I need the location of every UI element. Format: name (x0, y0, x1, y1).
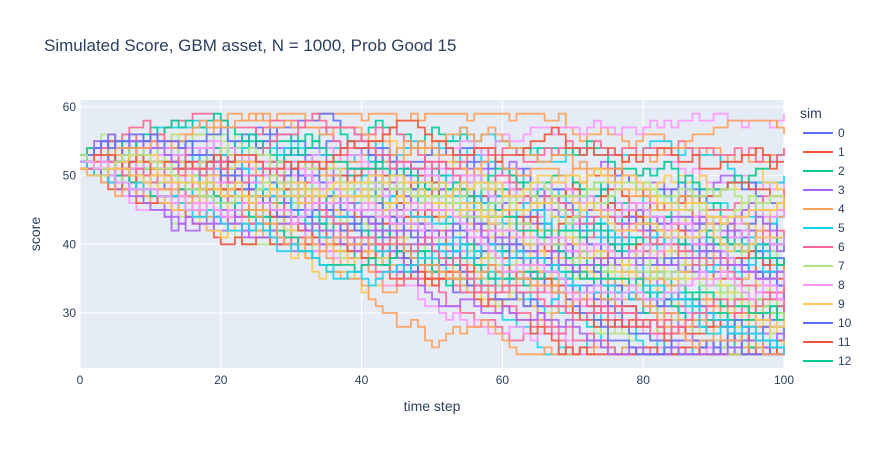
legend-label[interactable]: 0 (838, 126, 845, 140)
x-tick-label: 100 (774, 373, 794, 387)
chart-title: Simulated Score, GBM asset, N = 1000, Pr… (44, 36, 456, 55)
legend-label[interactable]: 4 (838, 202, 845, 216)
series-group (80, 112, 785, 356)
legend-label[interactable]: 5 (838, 221, 845, 235)
series-line (80, 160, 785, 335)
x-axis-title: time step (404, 398, 461, 414)
y-axis-ticks: 30 40 50 60 (63, 100, 77, 320)
y-axis-title: score (27, 217, 43, 251)
legend-label[interactable]: 9 (838, 297, 845, 311)
y-tick-label: 30 (63, 306, 77, 320)
series-line (80, 154, 784, 204)
y-tick-label: 40 (63, 237, 77, 251)
legend-title: sim (800, 105, 822, 121)
x-tick-label: 20 (214, 373, 228, 387)
x-tick-label: 40 (355, 373, 369, 387)
y-tick-label: 60 (63, 100, 77, 114)
legend-label[interactable]: 10 (838, 316, 852, 330)
legend-label[interactable]: 8 (838, 278, 845, 292)
series-line (80, 160, 784, 301)
legend-label[interactable]: 7 (838, 259, 845, 273)
x-tick-label: 60 (496, 373, 510, 387)
series-line (80, 167, 785, 225)
series-line (80, 112, 785, 301)
legend-label[interactable]: 2 (838, 164, 845, 178)
x-axis-ticks: 0 20 40 60 80 100 (77, 373, 795, 387)
series-line (80, 160, 784, 280)
legend-label[interactable]: 11 (838, 335, 851, 349)
legend-label[interactable]: 1 (838, 145, 845, 159)
legend-label[interactable]: 6 (838, 240, 845, 254)
x-tick-label: 0 (77, 373, 84, 387)
x-tick-label: 80 (637, 373, 651, 387)
series-line (80, 112, 785, 170)
y-tick-label: 50 (63, 169, 77, 183)
legend-label[interactable]: 3 (838, 183, 845, 197)
legend-label[interactable]: 12 (838, 354, 852, 368)
